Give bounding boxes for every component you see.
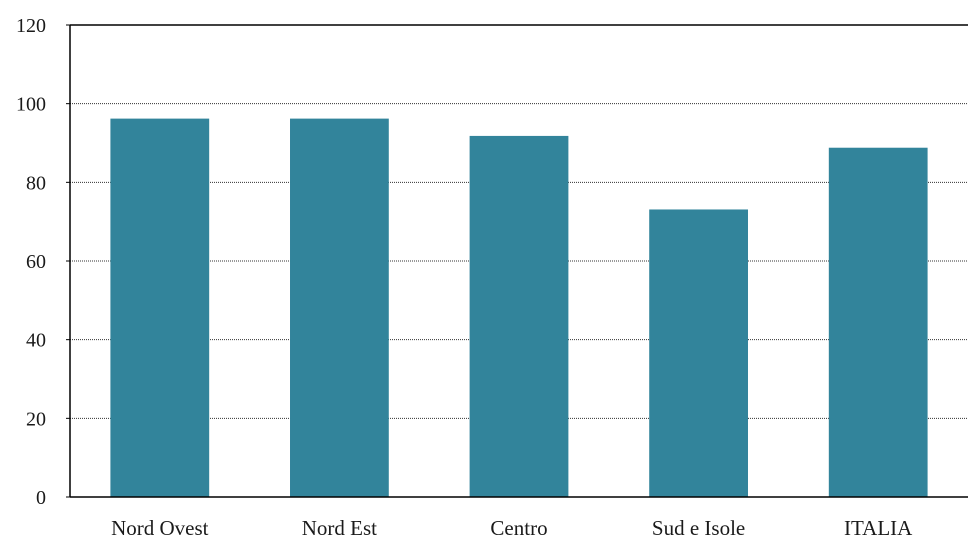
y-tick-label-20: 20 bbox=[26, 408, 46, 430]
bar-nord-est bbox=[290, 118, 389, 497]
x-tick-label-sud-e-isole: Sud e Isole bbox=[652, 516, 745, 538]
y-tick-labels: 0 20 40 60 80 100 120 bbox=[16, 15, 46, 509]
bar-centro bbox=[469, 135, 569, 498]
y-tick-label-0: 0 bbox=[36, 487, 46, 509]
bar-sud-e-isole bbox=[649, 209, 748, 497]
y-tick-label-60: 60 bbox=[26, 251, 46, 273]
x-tick-labels: Nord Ovest Nord Est Centro Sud e Isole ITALI… bbox=[111, 516, 913, 538]
bars bbox=[110, 118, 928, 498]
x-tick-label-italia: ITALIA bbox=[844, 516, 913, 538]
x-tick-label-nord-est: Nord Est bbox=[302, 516, 377, 538]
y-tick-label-80: 80 bbox=[26, 172, 46, 194]
y-tick-label-40: 40 bbox=[26, 330, 46, 352]
y-tick-label-100: 100 bbox=[16, 94, 46, 116]
bar-italia bbox=[828, 147, 928, 497]
x-tick-label-centro: Centro bbox=[490, 516, 547, 538]
y-tick-label-120: 120 bbox=[16, 15, 46, 37]
x-tick-label-nord-ovest: Nord Ovest bbox=[111, 516, 209, 538]
bar-nord-ovest bbox=[110, 118, 210, 497]
axes bbox=[66, 24, 968, 498]
